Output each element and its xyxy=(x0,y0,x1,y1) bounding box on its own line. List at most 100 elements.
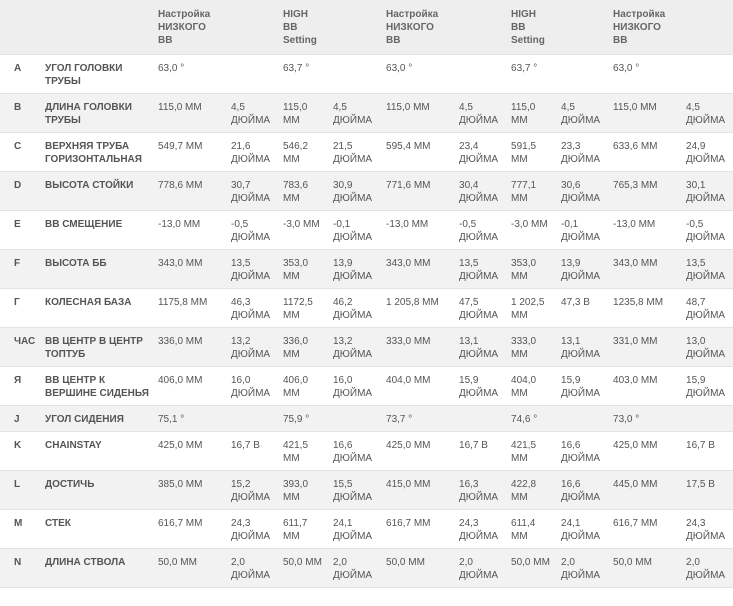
cell: 13,9 ДЮЙМА xyxy=(561,258,601,282)
cell: 23,4 ДЮЙМА xyxy=(459,141,499,165)
cell: 4,5 ДЮЙМА xyxy=(231,102,271,126)
cell: 16,6 ДЮЙМА xyxy=(333,440,373,464)
cell: 24,3 ДЮЙМА xyxy=(686,518,726,542)
cell: 549,7 ММ xyxy=(158,141,203,152)
cell: 30,6 ДЮЙМА xyxy=(561,180,601,204)
cell: 783,6 ММ xyxy=(283,180,309,204)
cell: 1175,8 ММ xyxy=(158,297,208,308)
header-blank xyxy=(0,0,42,55)
cell: 73,0 ° xyxy=(613,414,640,425)
cell: 115,0 ММ xyxy=(511,102,536,126)
cell: 4,5 ДЮЙМА xyxy=(333,102,373,126)
cell: 63,7 ° xyxy=(283,63,310,74)
cell: 16,6 ДЮЙМА xyxy=(561,440,601,464)
row-name: ДОСТИЧЬ xyxy=(45,479,95,490)
table-row: D ВЫСОТА СТОЙКИ 778,6 ММ 30,7 ДЮЙМА 783,6 ММ… xyxy=(0,171,733,211)
cell: 48,7 ДЮЙМА xyxy=(686,297,726,321)
cell: 343,0 ММ xyxy=(613,258,658,269)
table-row: C ВЕРХНЯЯ ТРУБА ГОРИЗОНТАЛЬНАЯ 549,7 ММ 21,… xyxy=(0,133,733,172)
cell: 50,0 ММ xyxy=(283,557,322,568)
cell: 13,9 ДЮЙМА xyxy=(333,258,373,282)
cell: 24,3 ДЮЙМА xyxy=(231,518,271,542)
table-row: L ДОСТИЧЬ 385,0 ММ 15,2 ДЮЙМА 393,0 ММ 15,5 Д… xyxy=(0,470,733,510)
cell: 115,0 ММ xyxy=(613,102,657,113)
cell: 74,6 ° xyxy=(511,414,538,425)
cell: -13,0 ММ xyxy=(613,219,656,230)
cell: -0,5 ДЮЙМА xyxy=(459,219,499,243)
table-row: E BB СМЕЩЕНИЕ -13,0 ММ -0,5 ДЮЙМА -3,0 ММ -0,… xyxy=(0,211,733,250)
cell: 1172,5 ММ xyxy=(283,297,313,321)
cell: 404,0 ММ xyxy=(511,375,537,399)
cell: 13,5 ДЮЙМА xyxy=(459,258,499,282)
cell: 425,0 ММ xyxy=(386,440,431,451)
cell xyxy=(558,55,610,94)
table-row: M СТЕК 616,7 ММ 24,3 ДЮЙМА 611,7 ММ 24,1 ДЮЙМ… xyxy=(0,510,733,549)
row-letter: D xyxy=(14,180,22,191)
cell: 115,0 ММ xyxy=(158,102,202,113)
cell: 403,0 ММ xyxy=(613,375,658,386)
table-body: A УГОЛ ГОЛОВКИ ТРУБЫ 63,0 ° 63,7 ° 63,0 ° 63,… xyxy=(0,55,733,588)
row-letter: Я xyxy=(14,375,22,386)
cell: 24,9 ДЮЙМА xyxy=(686,141,726,165)
cell: 75,9 ° xyxy=(283,414,310,425)
cell: 13,0 ДЮЙМА xyxy=(686,336,726,360)
cell: 4,5 ДЮЙМА xyxy=(459,102,499,126)
cell: -0,1 ДЮЙМА xyxy=(561,219,601,243)
cell: 15,9 ДЮЙМА xyxy=(561,375,601,399)
cell: 595,4 ММ xyxy=(386,141,431,152)
cell: 1 202,5 ММ xyxy=(511,297,545,321)
cell: 16,6 ДЮЙМА xyxy=(561,479,601,503)
column-header: Настройка НИЗКОГО BB xyxy=(386,9,439,46)
cell xyxy=(228,406,280,432)
cell: 16,0 ДЮЙМА xyxy=(231,375,271,399)
cell: 1 205,8 ММ xyxy=(386,297,439,308)
cell: 50,0 ММ xyxy=(158,557,197,568)
cell: 765,3 ММ xyxy=(613,180,658,191)
cell: 591,5 ММ xyxy=(511,141,537,165)
cell: 15,9 ДЮЙМА xyxy=(459,375,499,399)
cell: 50,0 ММ xyxy=(511,557,550,568)
cell: 771,6 ММ xyxy=(386,180,431,191)
cell: 333,0 ММ xyxy=(386,336,431,347)
row-name: BB ЦЕНТР К ВЕРШИНЕ СИДЕНЬЯ xyxy=(45,375,149,399)
cell: 611,4 ММ xyxy=(511,518,536,542)
cell: 13,1 ДЮЙМА xyxy=(561,336,601,360)
cell: 343,0 ММ xyxy=(158,258,203,269)
column-header: Настройка НИЗКОГО BB xyxy=(613,9,666,46)
cell: 616,7 ММ xyxy=(158,518,203,529)
cell xyxy=(683,406,733,432)
cell: 46,2 ДЮЙМА xyxy=(333,297,373,321)
cell: 73,7 ° xyxy=(386,414,413,425)
cell: 24,1 ДЮЙМА xyxy=(561,518,601,542)
cell: 13,1 ДЮЙМА xyxy=(459,336,499,360)
table-row: Я BB ЦЕНТР К ВЕРШИНЕ СИДЕНЬЯ 406,0 ММ 16,0 … xyxy=(0,367,733,406)
cell: 16,7 В xyxy=(231,440,260,451)
cell: 63,0 ° xyxy=(158,63,185,74)
cell xyxy=(330,55,383,94)
cell: 404,0 ММ xyxy=(386,375,431,386)
cell: 16,7 В xyxy=(686,440,715,451)
cell: -0,5 ДЮЙМА xyxy=(231,219,271,243)
row-name: ДЛИНА ГОЛОВКИ ТРУБЫ xyxy=(45,102,132,126)
row-name: BB ЦЕНТР В ЦЕНТР ТОПТУБ xyxy=(45,336,143,360)
cell: 611,7 ММ xyxy=(283,518,308,542)
row-name: УГОЛ ГОЛОВКИ ТРУБЫ xyxy=(45,63,123,87)
cell: 425,0 ММ xyxy=(613,440,658,451)
cell: 63,7 ° xyxy=(511,63,538,74)
cell: 2,0 ДЮЙМА xyxy=(561,557,601,581)
cell: 406,0 ММ xyxy=(283,375,309,399)
cell: 30,1 ДЮЙМА xyxy=(686,180,726,204)
cell: 546,2 ММ xyxy=(283,141,309,165)
cell: 13,2 ДЮЙМА xyxy=(333,336,373,360)
cell: 21,6 ДЮЙМА xyxy=(231,141,271,165)
cell: 633,6 ММ xyxy=(613,141,658,152)
cell: 353,0 ММ xyxy=(511,258,537,282)
cell: 63,0 ° xyxy=(613,63,640,74)
cell: 425,0 ММ xyxy=(158,440,203,451)
row-letter: M xyxy=(14,518,23,529)
cell: 63,0 ° xyxy=(386,63,413,74)
cell: 24,3 ДЮЙМА xyxy=(459,518,499,542)
row-name: ВЫСОТА ББ xyxy=(45,258,107,269)
cell xyxy=(330,406,383,432)
cell: 445,0 ММ xyxy=(613,479,658,490)
